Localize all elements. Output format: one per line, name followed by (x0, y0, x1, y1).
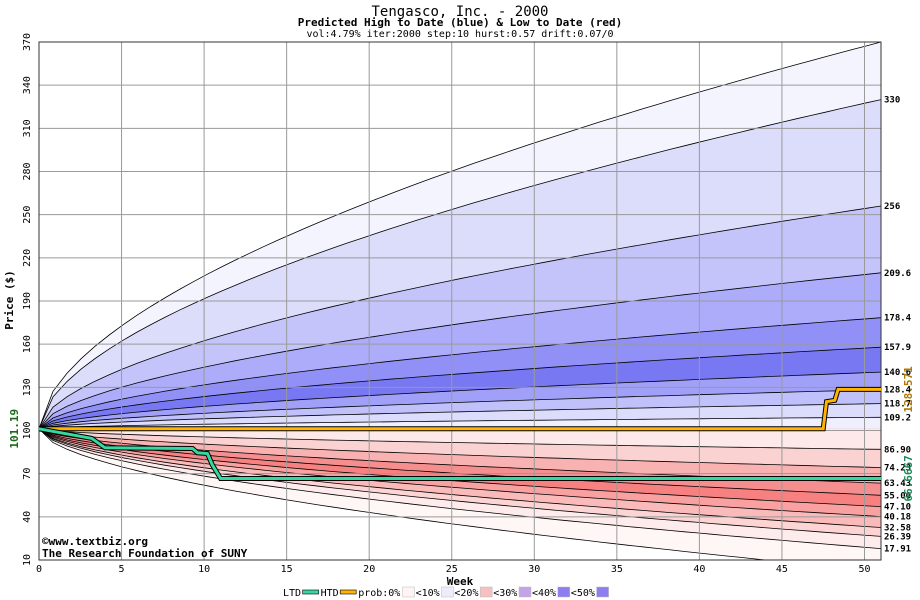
y-tick-label: 40 (22, 511, 33, 523)
band-end-label: 157.9 (884, 343, 911, 353)
legend-swatch (479, 586, 493, 598)
chart-legend: LTD HTD prob:0% <10% <20% <30% <40% <50% (283, 586, 609, 599)
y-tick-label: 10 (22, 554, 33, 566)
band-end-label: 40.18 (884, 513, 911, 523)
band-end-label: 63.43 (884, 479, 911, 489)
chart-title: Tengasco, Inc. - 2000 (371, 4, 548, 20)
y-tick-label: 100 (22, 421, 33, 439)
band-boundary-line (39, 416, 881, 430)
y-tick-label: 310 (22, 119, 33, 137)
legend-label: <50% (571, 588, 595, 599)
legend-swatch (596, 586, 609, 598)
band-end-label: 86.90 (884, 445, 911, 455)
band-boundary-line (39, 403, 881, 430)
x-tick-label: 5 (119, 564, 125, 575)
y-axis-label: Price ($) (3, 270, 16, 330)
band-boundary-line (39, 42, 881, 429)
legend-label: <10% (416, 588, 440, 599)
y-tick-label: 250 (22, 206, 33, 224)
band-boundary-line (39, 428, 881, 549)
band-group (39, 42, 881, 560)
y-tick-label: 280 (22, 162, 33, 180)
legend-line-swatch (339, 589, 357, 595)
band-end-label: 118.7 (884, 400, 911, 410)
htd-end-label: 128.571 (902, 366, 915, 413)
x-tick-label: 20 (363, 564, 375, 575)
band-boundary-line (39, 428, 770, 560)
band-end-labels: 330 256 209.6 178.4 157.9 140.6 128.4 118.7 109.… (884, 96, 912, 555)
legend-line-swatch (302, 589, 319, 595)
x-tick-label: 25 (446, 564, 458, 575)
band-boundary-line (39, 389, 881, 430)
legend-swatch (518, 586, 532, 598)
legend-label: <40% (532, 588, 556, 599)
x-tick-label: 30 (528, 564, 540, 575)
legend-label: prob:0% (358, 588, 400, 599)
htd-series-line (39, 387, 881, 431)
x-tick-label: 45 (776, 564, 788, 575)
band-boundary-line (39, 428, 881, 507)
band-boundary-line (39, 428, 881, 537)
band-end-label: 256 (884, 202, 900, 212)
legend-label: <20% (454, 588, 478, 599)
y-tick-label: 130 (22, 378, 33, 396)
lower-band (39, 428, 881, 450)
legend-swatch (557, 586, 571, 598)
band-end-label: 330 (884, 96, 900, 106)
band-boundary-line (39, 346, 881, 430)
y-tick-label: 160 (22, 335, 33, 353)
legend-label: HTD (321, 588, 339, 599)
band-boundary-line (39, 428, 881, 468)
legend-label: LTD (283, 588, 301, 599)
ltd-series-line (38, 427, 881, 480)
band-end-label: 55.00 (884, 491, 911, 501)
legend-swatch (441, 586, 454, 598)
watermark-line1: ©www.textbiz.org (42, 535, 148, 548)
x-tick-label: 15 (281, 564, 293, 575)
band-boundary-line (39, 272, 881, 430)
legend-swatch (402, 586, 415, 598)
band-boundary-line (39, 371, 881, 430)
band-boundary-line (39, 205, 881, 430)
x-tick-label: 50 (858, 564, 870, 575)
plot-frame (38, 41, 882, 561)
band-end-label: 26.39 (884, 532, 911, 542)
y-tick-label: 70 (22, 468, 33, 480)
x-tick-label: 10 (198, 564, 210, 575)
upper-band (39, 417, 881, 429)
band-end-label: 47.10 (884, 503, 911, 513)
band-end-label: 32.58 (884, 524, 911, 534)
ltd-end-label: 66.6667 (902, 455, 915, 501)
x-tick-label: 0 (36, 564, 42, 575)
band-boundary-line (39, 317, 881, 430)
band-boundary-line (39, 428, 881, 517)
y-tick-label: 220 (22, 249, 33, 267)
band-boundary-line (39, 428, 881, 528)
band-boundary-line (39, 428, 881, 450)
legend-label: <30% (493, 588, 517, 599)
chart-subtitle: Predicted High to Date (blue) & Low to D… (298, 16, 623, 29)
chart-params: vol:4.79% iter:2000 step:10 hurst:0.57 d… (306, 29, 613, 40)
band-end-label: 209.6 (884, 269, 911, 279)
band-end-label: 109.2 (884, 413, 911, 423)
y-tick-label: 370 (22, 33, 33, 51)
band-end-label: 140.6 (884, 368, 911, 378)
band-end-label: 74.23 (884, 464, 911, 474)
x-axis-label: Week (447, 575, 474, 588)
y-tick-label: 190 (22, 292, 33, 310)
start-price-label: 101.19 (8, 409, 21, 449)
x-tick-label: 35 (611, 564, 623, 575)
x-tick-label: 40 (693, 564, 705, 575)
band-boundary-line (39, 99, 881, 429)
band-end-label: 128.4 (884, 386, 912, 396)
band-end-label: 178.4 (884, 314, 912, 324)
y-tick-label: 340 (22, 76, 33, 94)
watermark-line2: The Research Foundation of SUNY (42, 547, 248, 560)
plot-area: 0 5 10 15 20 25 30 35 40 45 50 10 40 70 100 130 160 190 22… (8, 33, 915, 575)
band-end-label: 17.91 (884, 545, 911, 555)
